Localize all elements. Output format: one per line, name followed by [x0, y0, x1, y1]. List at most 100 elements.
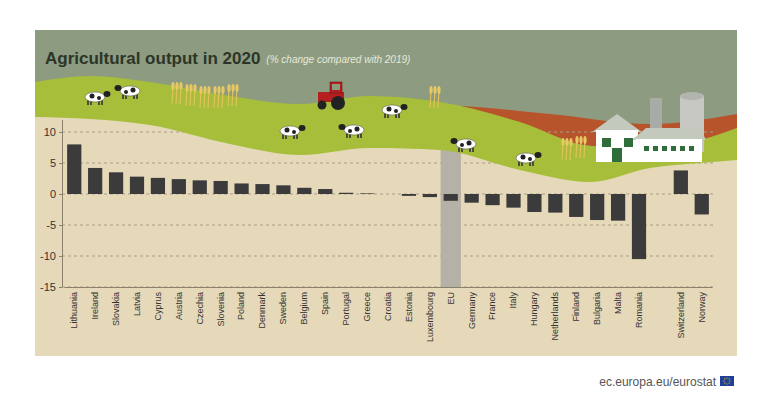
bar [214, 181, 228, 194]
eu-flag-star [726, 377, 727, 378]
cow-body [456, 139, 476, 149]
bar [423, 194, 437, 197]
cow [451, 138, 477, 152]
wheat [227, 84, 238, 106]
x-tick: Slovenia [216, 292, 226, 327]
x-tick-label: Norway [697, 292, 707, 323]
x-axis-line [65, 287, 713, 288]
wheat-ear [171, 82, 174, 90]
wheat-ear [569, 138, 572, 146]
x-tick-label: France [487, 292, 497, 320]
wheat-ear [437, 86, 440, 94]
x-tick: Greece [362, 292, 372, 322]
x-tick-label: Croatia [383, 292, 393, 321]
x-tick: Norway [697, 292, 707, 323]
bar [172, 179, 186, 194]
cow-head [299, 125, 306, 131]
highlight-column [441, 140, 461, 287]
x-tick-label: Cyprus [153, 292, 163, 321]
wheat-ear [189, 84, 192, 92]
subtitle: (% change compared with 2019) [266, 54, 410, 65]
bar [674, 170, 688, 194]
x-tick: Romania [634, 292, 644, 328]
bar [193, 180, 207, 194]
x-tick-label: Czechia [195, 292, 205, 325]
bar [465, 194, 479, 203]
x-tick-label: Slovenia [216, 292, 226, 327]
y-tick-label: 10 [44, 126, 56, 138]
bar [590, 194, 604, 220]
window [662, 146, 667, 151]
x-tick: Bulgaria [592, 292, 602, 325]
bars [67, 144, 709, 259]
bar [444, 194, 458, 201]
bar [402, 194, 416, 196]
x-axis: Lithuania Ireland Slovakia Latvia Cyprus Aust… [65, 288, 713, 343]
x-tick-label: Portugal [341, 292, 351, 326]
farm [592, 92, 706, 162]
eu-flag-star [723, 380, 724, 381]
title: Agricultural output in 2020 [45, 49, 260, 68]
bar [611, 194, 625, 221]
x-tick: Belgium [299, 292, 309, 325]
cow-spot [521, 155, 526, 160]
x-tick: Austria [174, 292, 184, 320]
x-tick-label: Lithuania [69, 292, 79, 329]
x-tick-label: Austria [174, 292, 184, 320]
cow-head [104, 91, 111, 97]
bar [255, 184, 269, 194]
x-tick: Sweden [278, 292, 288, 325]
x-tick-label: Switzerland [676, 292, 686, 339]
x-tick: Finland [571, 292, 581, 322]
wheat-ear [217, 86, 220, 94]
x-tick-label: Sweden [278, 292, 288, 325]
bar [297, 188, 311, 194]
cow-body [85, 92, 105, 102]
x-tick: Ireland [90, 292, 100, 320]
window [624, 138, 633, 147]
eu-flag-star [724, 383, 725, 384]
tractor [318, 82, 346, 110]
decorations [85, 82, 706, 166]
x-tick-label: Slovakia [111, 292, 121, 326]
x-tick-label: Netherlands [550, 292, 560, 341]
cow-spot [131, 88, 136, 93]
y-tick-label: 0 [50, 188, 56, 200]
y-tick: 5 [50, 157, 62, 169]
x-tick-label: Luxembourg [425, 292, 435, 342]
bar [485, 194, 499, 205]
y-tick: 10 [44, 126, 62, 138]
cow-body [280, 126, 300, 136]
wheat-ear [179, 82, 182, 90]
wheat-ear [561, 138, 564, 146]
bar [360, 193, 374, 195]
cow-head [451, 138, 458, 144]
bar [276, 185, 290, 194]
x-tick-label: Italy [508, 292, 518, 309]
x-tick: EU [446, 292, 456, 305]
wheat-ear [235, 84, 238, 92]
x-tick-label: Poland [236, 292, 246, 320]
grid-line [62, 287, 714, 288]
x-tick-label: Latvia [132, 292, 142, 316]
wheat-ear [207, 86, 210, 94]
x-tick-label: EU [446, 292, 456, 305]
x-tick-label: Hungary [529, 292, 539, 327]
x-tick-label: Estonia [404, 292, 414, 322]
tractor-wheel [331, 96, 345, 110]
cow-body [120, 86, 140, 96]
cow-spot [460, 143, 464, 147]
x-tick: Slovakia [111, 292, 121, 326]
x-tick: Czechia [195, 292, 205, 325]
house [596, 130, 638, 162]
tractor-wheel [318, 101, 327, 110]
x-tick: Latvia [132, 292, 142, 316]
cow-spot [355, 127, 360, 132]
y-axis-line [62, 120, 63, 287]
y-tick: -10 [40, 250, 62, 262]
eu-flag-star [726, 383, 727, 384]
bar [381, 194, 395, 195]
x-tick: Estonia [404, 292, 414, 322]
hill [35, 76, 737, 182]
y-tick-mark [59, 132, 62, 133]
